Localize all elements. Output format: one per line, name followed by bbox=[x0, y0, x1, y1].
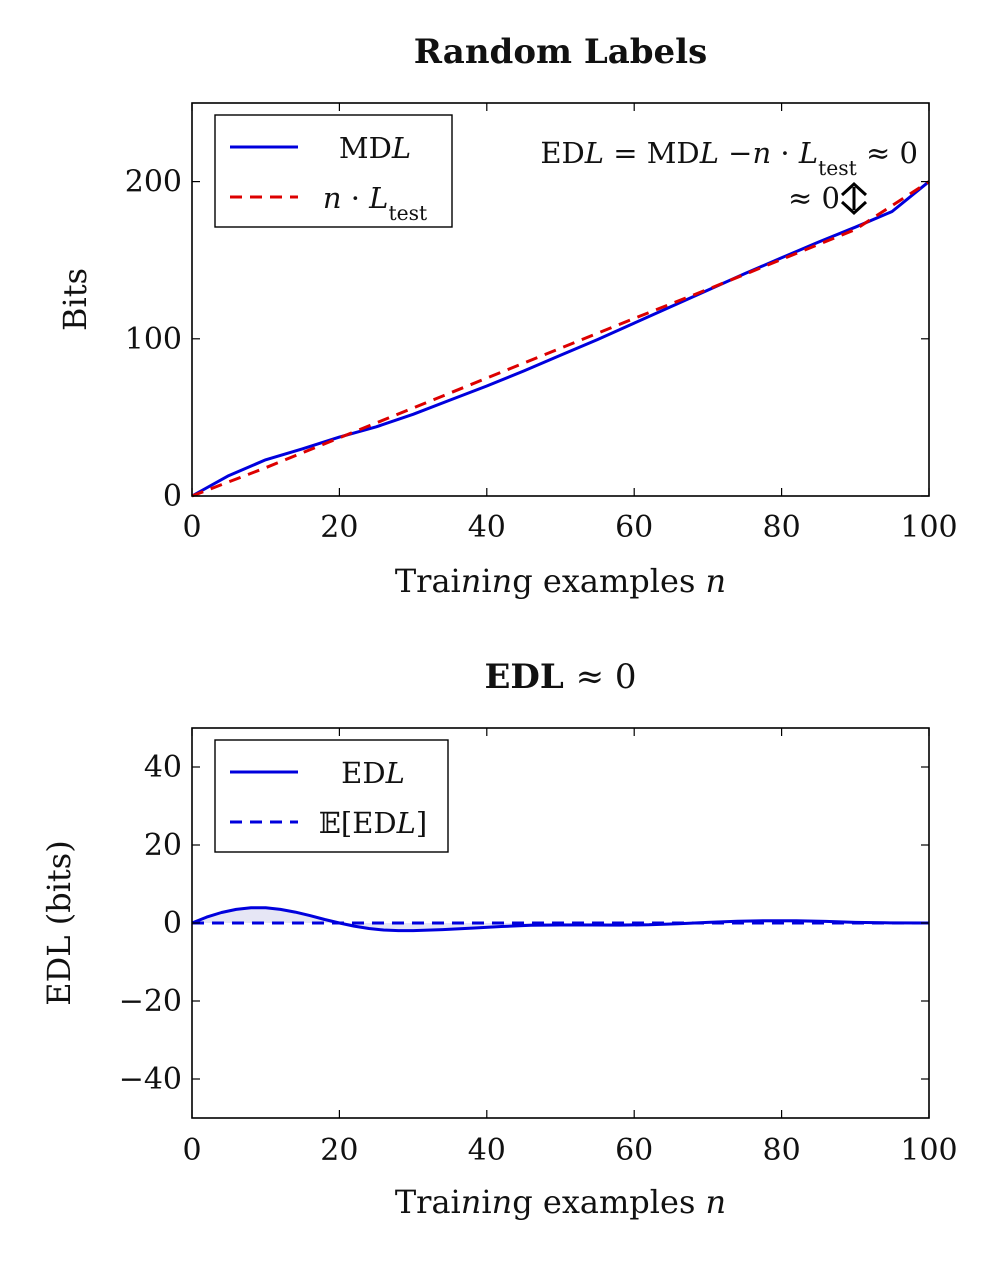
gap-arrow-head-down bbox=[840, 200, 868, 216]
y-tick-label: 200 bbox=[125, 165, 182, 200]
x-tick-label: 60 bbox=[615, 510, 653, 545]
chart-title: Random Labels bbox=[414, 32, 707, 72]
x-tick-label: 100 bbox=[900, 1133, 957, 1168]
y-tick-label: −40 bbox=[119, 1062, 182, 1097]
legend-entry: EDL bbox=[341, 756, 405, 790]
legend-box bbox=[214, 739, 449, 853]
y-axis-label: EDL (bits) bbox=[40, 840, 78, 1005]
gap-arrow-head-up bbox=[840, 181, 868, 197]
x-tick-label: 20 bbox=[320, 1133, 358, 1168]
y-tick-label: 100 bbox=[125, 322, 182, 357]
y-tick-label: −20 bbox=[119, 984, 182, 1019]
x-tick-label: 20 bbox=[320, 510, 358, 545]
series-fill-0 bbox=[192, 907, 929, 931]
chart-2: EDL ≈ 0 0 20 40 60 80 100 40 20 0 −20 −40 Training e… bbox=[40, 657, 958, 1221]
x-tick-label: 0 bbox=[182, 1133, 201, 1168]
x-tick-label: 40 bbox=[468, 1133, 506, 1168]
y-tick-label: 0 bbox=[163, 906, 182, 941]
y-axis-label: Bits bbox=[56, 268, 94, 331]
x-tick-label: 80 bbox=[763, 510, 801, 545]
x-axis-label: Training examples n bbox=[395, 562, 726, 600]
x-tick-label: 60 bbox=[615, 1133, 653, 1168]
series-line-mdl bbox=[191, 180, 930, 498]
legend: EDL 𝔼[EDL] bbox=[214, 739, 449, 853]
y-tick-label: 20 bbox=[144, 828, 182, 863]
legend-box bbox=[214, 114, 453, 228]
plot-frame bbox=[191, 102, 930, 497]
x-tick-label: 40 bbox=[468, 510, 506, 545]
legend-entry: MDL bbox=[339, 131, 411, 165]
chart-1: Random Labels 0 20 40 60 80 100 0 100 200 Training… bbox=[56, 32, 958, 600]
x-axis-label: Training examples n bbox=[395, 1183, 726, 1221]
y-tick-label: 40 bbox=[144, 750, 182, 785]
equation-annotation: EDL = MDL −n · Ltest ≈ 0 bbox=[540, 136, 918, 180]
legend: MDL n · Ltest bbox=[214, 114, 453, 228]
y-tick-label: 0 bbox=[163, 479, 182, 514]
chart-title: EDL ≈ 0 bbox=[484, 657, 636, 697]
x-tick-label: 100 bbox=[900, 510, 957, 545]
series-line-edl bbox=[191, 906, 930, 933]
x-tick-label: 80 bbox=[763, 1133, 801, 1168]
x-tick-label: 0 bbox=[182, 510, 201, 545]
series-line-nltest bbox=[191, 180, 930, 498]
legend-entry: n · Ltest bbox=[323, 181, 427, 225]
gap-annotation: ≈ 0 bbox=[788, 181, 840, 215]
legend-entry: 𝔼[EDL] bbox=[319, 806, 427, 840]
